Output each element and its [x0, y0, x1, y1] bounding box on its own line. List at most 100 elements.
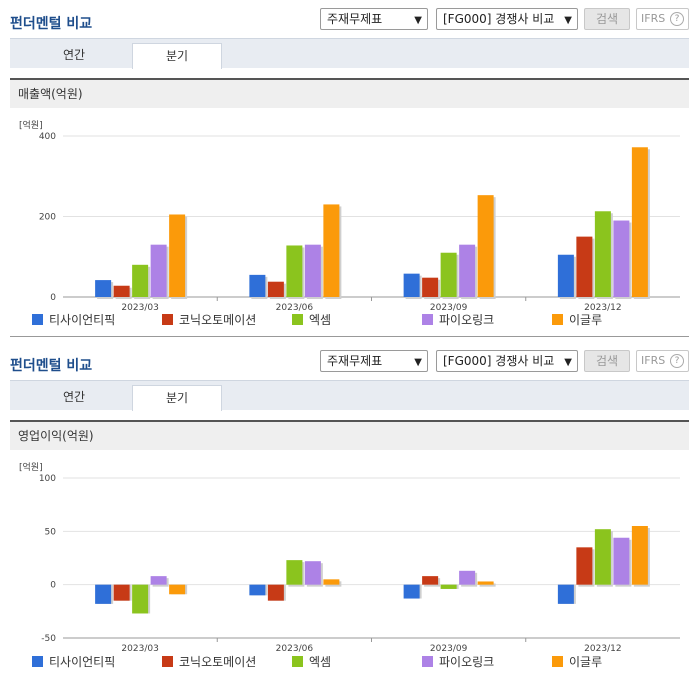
- legend-item: 파이오링크: [422, 655, 494, 669]
- operating-profit-bar-chart: -50 0 50 100 2023/03 2023/06 2023/09 2023/12: [39, 474, 680, 654]
- peer-group-value: [FG000] 경쟁사 비교: [443, 12, 555, 26]
- revenue-bar-chart: 0 200 400 2023/03 2023/06 2023/09 2023/12: [39, 132, 680, 313]
- legend-label: 코닉오토메이션: [179, 313, 257, 327]
- bar: [304, 561, 321, 585]
- help-icon: ?: [670, 12, 684, 26]
- unit-label: [억원]: [19, 463, 43, 473]
- legend-swatch: [292, 314, 303, 325]
- bar: [477, 195, 494, 297]
- period-tabs: 연간 분기: [10, 380, 689, 411]
- peer-group-select[interactable]: [FG000] 경쟁사 비교 ▼: [436, 8, 578, 30]
- fundamental-section-operating-profit: 펀더멘털 비교 주재무제표 ▼ [FG000] 경쟁사 비교 ▼ 검색 IFRS? …: [0, 342, 696, 684]
- bar: [286, 245, 303, 297]
- legend-swatch: [162, 314, 173, 325]
- bar: [594, 529, 611, 585]
- ifrs-label: IFRS: [641, 12, 666, 25]
- legend-swatch: [162, 656, 173, 667]
- section-title: 펀더멘털 비교: [10, 16, 93, 32]
- bar: [95, 280, 112, 297]
- tab-annual[interactable]: 연간: [62, 48, 86, 62]
- legend-item: 티사이언티픽: [32, 313, 115, 327]
- legend-label: 이글루: [569, 655, 603, 669]
- statement-type-value: 주재무제표: [327, 354, 383, 368]
- bar: [132, 264, 149, 297]
- x-tick-label: 2023/03: [121, 644, 158, 654]
- legend-swatch: [32, 314, 43, 325]
- bar: [323, 579, 340, 585]
- search-button[interactable]: 검색: [584, 350, 630, 372]
- legend-swatch: [552, 314, 563, 325]
- legend-swatch: [422, 656, 433, 667]
- legend-item: 이글루: [552, 655, 602, 669]
- ifrs-button[interactable]: IFRS?: [636, 8, 689, 30]
- bar: [422, 576, 439, 585]
- ifrs-label: IFRS: [641, 354, 666, 367]
- fundamental-section-revenue: 펀더멘털 비교 주재무제표 ▼ [FG000] 경쟁사 비교 ▼ 검색 IFRS? …: [10, 8, 689, 337]
- bar: [150, 244, 167, 297]
- bar: [323, 204, 340, 297]
- bar: [249, 584, 266, 596]
- bar-shadow: [479, 583, 496, 587]
- legend-swatch: [552, 656, 563, 667]
- bar: [631, 526, 648, 585]
- legend-swatch: [422, 314, 433, 325]
- legend-label: 엑셈: [309, 655, 332, 669]
- legend-item: 엑셈: [292, 655, 331, 669]
- chevron-down-icon: ▼: [564, 15, 572, 26]
- bar: [477, 581, 494, 585]
- bar: [113, 285, 130, 297]
- statement-type-select[interactable]: 주재무제표 ▼: [320, 350, 428, 372]
- ifrs-button[interactable]: IFRS?: [636, 350, 689, 372]
- bar: [576, 547, 593, 585]
- header-divider: [10, 78, 689, 80]
- search-button[interactable]: 검색: [584, 8, 630, 30]
- bar: [169, 214, 186, 297]
- bar: [403, 273, 420, 297]
- chevron-down-icon: ▼: [414, 15, 422, 26]
- chevron-down-icon: ▼: [414, 357, 422, 368]
- chart-subtitle: 매출액(억원): [10, 80, 689, 108]
- bar: [95, 584, 112, 604]
- x-tick-label: 2023/03: [121, 303, 158, 313]
- bar: [440, 252, 457, 297]
- x-tick-label: 2023/12: [584, 644, 621, 654]
- bar: [150, 576, 167, 585]
- y-tick-label: 0: [50, 581, 56, 591]
- legend-label: 티사이언티픽: [49, 313, 116, 327]
- chevron-down-icon: ▼: [564, 357, 572, 368]
- x-tick-label: 2023/12: [584, 303, 621, 313]
- y-tick-label: 100: [39, 474, 56, 484]
- bar: [613, 220, 630, 297]
- legend-item: 코닉오토메이션: [162, 313, 256, 327]
- header-divider: [10, 420, 689, 422]
- statement-type-select[interactable]: 주재무제표 ▼: [320, 8, 428, 30]
- bar: [113, 584, 130, 601]
- bar: [132, 584, 149, 614]
- legend-label: 코닉오토메이션: [179, 655, 257, 669]
- tab-annual[interactable]: 연간: [62, 390, 86, 404]
- legend-swatch: [292, 656, 303, 667]
- bar: [576, 236, 593, 297]
- chart-legend: 티사이언티픽 코닉오토메이션 엑셈 파이오링크 이글루: [0, 655, 696, 671]
- x-tick-label: 2023/06: [276, 303, 314, 313]
- tab-quarterly[interactable]: 분기: [132, 385, 222, 411]
- y-tick-label: 0: [50, 293, 56, 303]
- legend-swatch: [32, 656, 43, 667]
- legend-label: 이글루: [569, 313, 603, 327]
- chart-subtitle: 영업이익(억원): [10, 422, 689, 450]
- legend-label: 엑셈: [309, 313, 332, 327]
- bar: [557, 584, 574, 604]
- legend-item: 코닉오토메이션: [162, 655, 256, 669]
- legend-label: 파이오링크: [439, 655, 495, 669]
- peer-group-select[interactable]: [FG000] 경쟁사 비교 ▼: [436, 350, 578, 372]
- tab-quarterly[interactable]: 분기: [132, 43, 222, 69]
- bar: [249, 274, 266, 297]
- bar: [403, 584, 420, 599]
- help-icon: ?: [670, 354, 684, 368]
- bar: [557, 254, 574, 297]
- y-tick-label: -50: [41, 634, 56, 644]
- bar: [594, 211, 611, 297]
- bar: [267, 584, 284, 601]
- bar: [169, 584, 186, 595]
- bar: [459, 570, 476, 585]
